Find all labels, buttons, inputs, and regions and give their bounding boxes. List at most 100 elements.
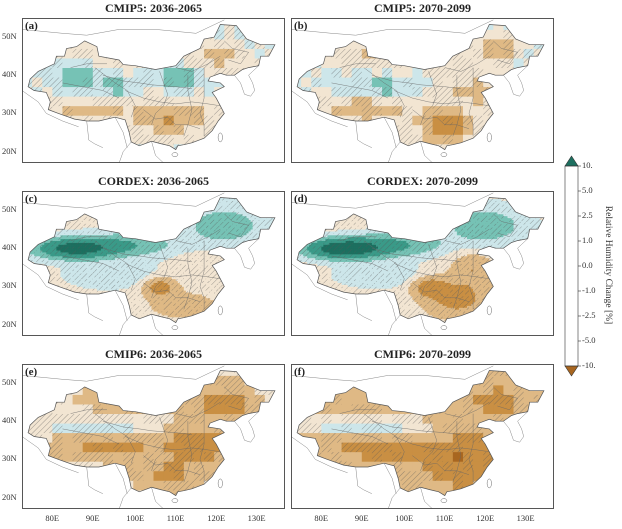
- grid-cell: [173, 134, 185, 145]
- grid-cell: [46, 263, 49, 266]
- grid-cell: [462, 105, 474, 116]
- grid-cell: [68, 232, 71, 236]
- grid-cell: [153, 86, 165, 97]
- grid-cell: [78, 274, 82, 278]
- grid-cell: [68, 250, 71, 253]
- grid-cell: [68, 229, 71, 232]
- grid-cell: [204, 38, 215, 49]
- grid-cell: [78, 217, 82, 221]
- grid-cell: [94, 290, 98, 293]
- grid-cell: [86, 263, 90, 266]
- grid-cell: [513, 38, 525, 49]
- grid-cell: [111, 263, 114, 266]
- grid-cell: [82, 267, 86, 270]
- grid-cell: [104, 232, 108, 236]
- grid-cell: [473, 38, 484, 49]
- panel-label-b: (b): [294, 20, 307, 32]
- grid-cell: [123, 284, 126, 287]
- grid-cell: [50, 253, 53, 257]
- grid-cell: [483, 24, 494, 30]
- grid-cell: [402, 86, 413, 97]
- grid-cell: [90, 223, 94, 226]
- grid-cell: [42, 250, 45, 253]
- grid-cell: [104, 238, 108, 242]
- grid-cell: [117, 246, 120, 249]
- grid-cell: [92, 236, 96, 240]
- grid-cell: [193, 96, 205, 107]
- grid-cell: [121, 286, 124, 289]
- grid-cell: [106, 284, 110, 287]
- grid-cell: [60, 232, 63, 236]
- grid-cell: [56, 267, 59, 270]
- grid-cell: [78, 248, 82, 251]
- grid-cell: [123, 290, 126, 293]
- grid-cell: [106, 244, 110, 247]
- grid-cell: [94, 219, 98, 222]
- grid-cell: [117, 269, 120, 272]
- grid-cell: [92, 273, 96, 276]
- grid-cell: [78, 231, 82, 234]
- grid-cell: [98, 248, 102, 251]
- grid-cell: [62, 282, 65, 285]
- grid-cell: [72, 248, 75, 251]
- grid-cell: [452, 134, 464, 145]
- grid-cell: [462, 134, 474, 145]
- grid-cell: [392, 115, 403, 126]
- grid-cell: [331, 96, 342, 107]
- grid-cell: [48, 267, 51, 270]
- grid-cell: [92, 223, 96, 226]
- grid-cell: [129, 303, 132, 306]
- grid-cell: [92, 269, 96, 272]
- grid-cell: [90, 221, 94, 224]
- grid-cell: [34, 261, 37, 264]
- grid-cell: [100, 259, 104, 262]
- grid-cell: [56, 271, 59, 274]
- grid-cell: [74, 271, 78, 274]
- grid-cell: [119, 269, 122, 272]
- grid-cell: [94, 238, 98, 242]
- grid-cell: [58, 282, 61, 285]
- grid-cell: [96, 276, 100, 280]
- grid-cell: [88, 286, 92, 289]
- grid-cell: [64, 255, 67, 259]
- grid-cell: [96, 238, 100, 242]
- grid-cell: [68, 257, 71, 261]
- grid-cell: [64, 231, 67, 234]
- grid-cell: [48, 246, 51, 249]
- grid-cell: [68, 255, 71, 259]
- grid-cell: [119, 248, 122, 251]
- panel-title-b: CMIP5: 2070-2099: [291, 1, 554, 16]
- grid-cell: [432, 134, 444, 145]
- grid-cell: [52, 269, 55, 272]
- grid-cell: [131, 286, 134, 289]
- grid-cell: [64, 236, 67, 240]
- grid-cell: [119, 286, 122, 289]
- grid-cell: [60, 274, 63, 278]
- grid-cell: [361, 67, 373, 78]
- grid-cell: [88, 232, 92, 236]
- grid-cell: [442, 58, 454, 69]
- grid-cell: [36, 248, 39, 251]
- grid-cell: [442, 124, 454, 135]
- grid-cell: [432, 115, 444, 126]
- grid-cell: [48, 278, 51, 282]
- grid-cell: [62, 286, 65, 289]
- map-panel-b: (b): [290, 18, 554, 164]
- grid-cell: [50, 242, 53, 245]
- grid-cell: [92, 238, 96, 242]
- grid-cell: [90, 227, 94, 230]
- grid-cell: [254, 48, 266, 59]
- map-b: [290, 18, 554, 164]
- grid-cell: [86, 248, 90, 251]
- grid-cell: [46, 252, 49, 255]
- grid-cell: [90, 290, 94, 293]
- grid-cell: [193, 124, 205, 135]
- grid-cell: [183, 124, 195, 135]
- grid-cell: [119, 267, 122, 270]
- grid-cell: [341, 105, 353, 116]
- grid-cell: [94, 225, 98, 228]
- grid-cell: [64, 269, 67, 272]
- grid-cell: [127, 259, 130, 262]
- grid-cell: [84, 232, 88, 236]
- grid-cell: [68, 225, 71, 228]
